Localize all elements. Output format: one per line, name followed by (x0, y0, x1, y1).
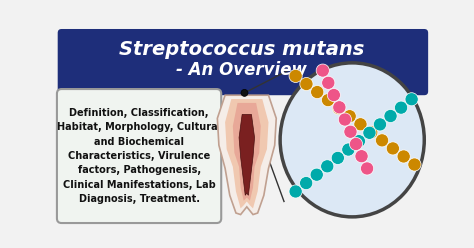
Circle shape (408, 158, 421, 171)
FancyBboxPatch shape (58, 29, 428, 95)
Circle shape (321, 160, 334, 173)
FancyBboxPatch shape (57, 89, 221, 223)
Circle shape (343, 110, 356, 123)
Circle shape (316, 64, 329, 77)
Circle shape (338, 113, 352, 126)
Text: Streptococcus mutans: Streptococcus mutans (118, 40, 364, 59)
Circle shape (327, 89, 340, 102)
Circle shape (300, 77, 313, 91)
Circle shape (361, 162, 374, 175)
Circle shape (386, 142, 400, 155)
Circle shape (331, 151, 345, 164)
Circle shape (355, 150, 368, 163)
Polygon shape (218, 95, 276, 215)
Text: Definition, Classification,
Habitat, Morphology, Cultural
and Biochemical
Charac: Definition, Classification, Habitat, Mor… (57, 108, 221, 204)
Circle shape (375, 134, 389, 147)
Circle shape (344, 125, 357, 138)
Circle shape (300, 177, 313, 190)
Circle shape (342, 143, 355, 156)
Circle shape (374, 118, 387, 131)
Circle shape (365, 126, 378, 139)
Circle shape (310, 86, 324, 99)
Circle shape (332, 102, 346, 115)
Circle shape (321, 93, 335, 107)
Ellipse shape (280, 63, 424, 217)
Circle shape (322, 76, 335, 89)
Circle shape (354, 118, 367, 131)
Circle shape (363, 126, 376, 139)
Circle shape (384, 109, 397, 123)
Circle shape (397, 150, 410, 163)
Circle shape (352, 135, 365, 148)
Circle shape (405, 93, 418, 106)
Circle shape (349, 137, 363, 151)
Circle shape (333, 101, 346, 114)
Circle shape (394, 101, 408, 114)
Circle shape (310, 168, 323, 181)
Polygon shape (239, 115, 255, 195)
Polygon shape (225, 99, 268, 208)
Circle shape (289, 185, 302, 198)
Circle shape (289, 69, 302, 83)
Polygon shape (233, 103, 261, 201)
Circle shape (241, 90, 248, 96)
Text: - An Overview: - An Overview (176, 61, 307, 79)
